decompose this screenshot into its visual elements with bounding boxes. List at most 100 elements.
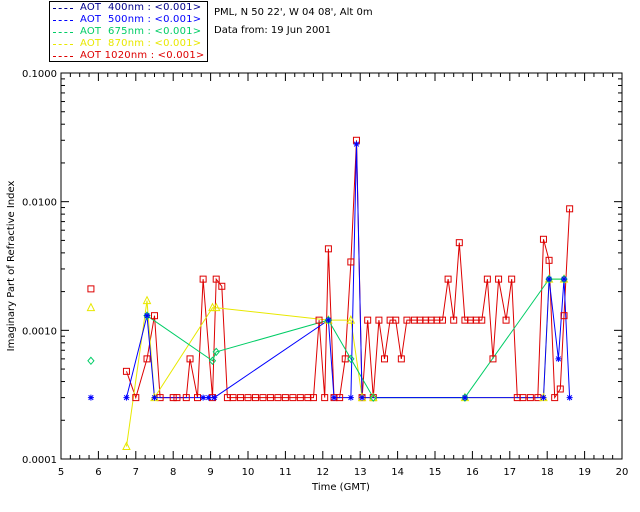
- legend-swatch: [53, 56, 73, 57]
- data-point-aot-1020nm: [508, 275, 516, 283]
- data-point-aot-1020nm: [519, 394, 527, 402]
- data-point-aot-870nm: [142, 295, 152, 305]
- data-point-aot-1020nm: [244, 394, 252, 402]
- series-line-aot-675nm: [146, 278, 564, 399]
- data-point-aot-1020nm: [526, 394, 534, 402]
- data-point-aot-1020nm: [478, 316, 486, 324]
- x-tick-label: 12: [316, 467, 329, 478]
- data-point-aot-500nm: [540, 394, 547, 401]
- data-point-aot-1020nm: [347, 258, 355, 266]
- legend-item: AOT 870nm : <0.001>: [50, 38, 207, 51]
- data-point-aot-1020nm: [455, 239, 463, 247]
- x-tick-label: 18: [541, 467, 554, 478]
- data-point-aot-500nm: [347, 394, 354, 401]
- data-point-aot-1020nm: [212, 275, 220, 283]
- x-tick-label: 11: [279, 467, 292, 478]
- data-point-aot-1020nm: [495, 275, 503, 283]
- legend-swatch: [53, 20, 73, 21]
- data-point-aot-1020nm: [237, 394, 245, 402]
- data-point-aot-675nm: [461, 393, 469, 402]
- data-point-aot-1020nm: [218, 282, 226, 290]
- data-point-aot-1020nm: [502, 316, 510, 324]
- data-point-aot-1020nm: [309, 394, 317, 402]
- y-tick-labels: 0.0001 0.0010 0.0100 0.1000: [22, 69, 57, 466]
- x-tick-label: 8: [170, 467, 176, 478]
- data-point-aot-675nm: [212, 347, 220, 357]
- data-point-aot-1020nm: [566, 205, 574, 213]
- data-point-aot-1020nm: [186, 355, 194, 363]
- summary-point: [87, 356, 95, 366]
- x-tick-label: 7: [133, 467, 139, 478]
- data-point-aot-1020nm: [274, 394, 282, 402]
- data-point-aot-1020nm: [199, 275, 207, 283]
- data-point-aot-870nm: [346, 315, 356, 324]
- summary-point: [87, 394, 94, 401]
- data-point-aot-500nm: [555, 355, 562, 362]
- data-point-aot-500nm: [359, 394, 366, 401]
- series-line-aot-1020nm: [126, 140, 571, 400]
- legend-label: AOT 675nm : <0.001>: [80, 26, 202, 37]
- data-point-aot-1020nm: [545, 256, 553, 264]
- data-point-aot-500nm: [461, 394, 468, 401]
- summary-point: [86, 302, 96, 312]
- summary-point: [87, 285, 95, 293]
- x-axis-title: Time (GMT): [311, 482, 370, 493]
- legend-item: AOT 675nm : <0.001>: [50, 26, 207, 39]
- data-point-aot-675nm: [369, 393, 377, 402]
- data-point-aot-1020nm: [364, 316, 372, 324]
- data-point-aot-1020nm: [251, 394, 259, 402]
- data-point-aot-675nm: [347, 354, 355, 364]
- y-tick-label: 0.1000: [22, 69, 57, 80]
- date-text: Data from: 19 Jun 2001: [214, 25, 332, 36]
- legend-swatch: [53, 32, 73, 33]
- data-point-aot-500nm: [353, 141, 360, 148]
- legend-swatch: [53, 44, 73, 45]
- x-tick-label: 20: [616, 467, 629, 478]
- data-point-aot-1020nm: [169, 394, 177, 402]
- legend-label: AOT 1020nm : <0.001>: [80, 50, 205, 61]
- data-point-aot-1020nm: [324, 245, 332, 253]
- data-point-aot-1020nm: [296, 394, 304, 402]
- data-point-aot-1020nm: [375, 316, 383, 324]
- data-point-aot-1020nm: [450, 316, 458, 324]
- data-point-aot-500nm: [325, 317, 332, 324]
- data-point-aot-1020nm: [182, 394, 190, 402]
- data-point-aot-1020nm: [229, 394, 237, 402]
- data-point-aot-1020nm: [489, 355, 497, 363]
- legend-item: AOT 500nm : <0.001>: [50, 14, 207, 27]
- legend-item: AOT 1020nm : <0.001>: [50, 50, 207, 63]
- series-line-aot-870nm: [126, 278, 564, 447]
- data-point-aot-500nm: [331, 394, 338, 401]
- legend-item: AOT 400nm : <0.001>: [50, 2, 207, 15]
- data-point-aot-1020nm: [281, 394, 289, 402]
- data-point-aot-1020nm: [392, 316, 400, 324]
- x-tick-label: 15: [429, 467, 442, 478]
- data-point-aot-870nm: [211, 302, 221, 312]
- summary-markers: [86, 285, 96, 401]
- data-point-aot-1020nm: [483, 275, 491, 283]
- data-point-aot-1020nm: [132, 394, 140, 402]
- y-tick-label: 0.0100: [22, 198, 57, 209]
- y-tick-label: 0.0010: [22, 326, 57, 337]
- x-tick-label: 19: [578, 467, 591, 478]
- data-point-aot-1020nm: [289, 394, 297, 402]
- data-point-aot-675nm: [324, 315, 333, 325]
- series-lines: [126, 140, 571, 447]
- data-point-aot-1020nm: [438, 316, 446, 324]
- x-tick-label: 17: [503, 467, 516, 478]
- x-tick-label: 5: [58, 467, 64, 478]
- y-tick-label: 0.0001: [22, 455, 57, 466]
- data-point-aot-1020nm: [444, 275, 452, 283]
- x-tick-label: 10: [242, 467, 255, 478]
- data-point-aot-500nm: [144, 312, 151, 319]
- data-point-aot-500nm: [546, 276, 553, 283]
- data-point-aot-500nm: [205, 394, 212, 401]
- data-point-aot-500nm: [561, 276, 568, 283]
- location-text: PML, N 50 22', W 04 08', Alt 0m: [214, 7, 373, 18]
- legend-label: AOT 500nm : <0.001>: [80, 14, 202, 25]
- data-point-aot-500nm: [200, 394, 207, 401]
- x-tick-label: 16: [466, 467, 479, 478]
- data-point-aot-675nm: [560, 274, 568, 284]
- series-markers: [122, 136, 574, 451]
